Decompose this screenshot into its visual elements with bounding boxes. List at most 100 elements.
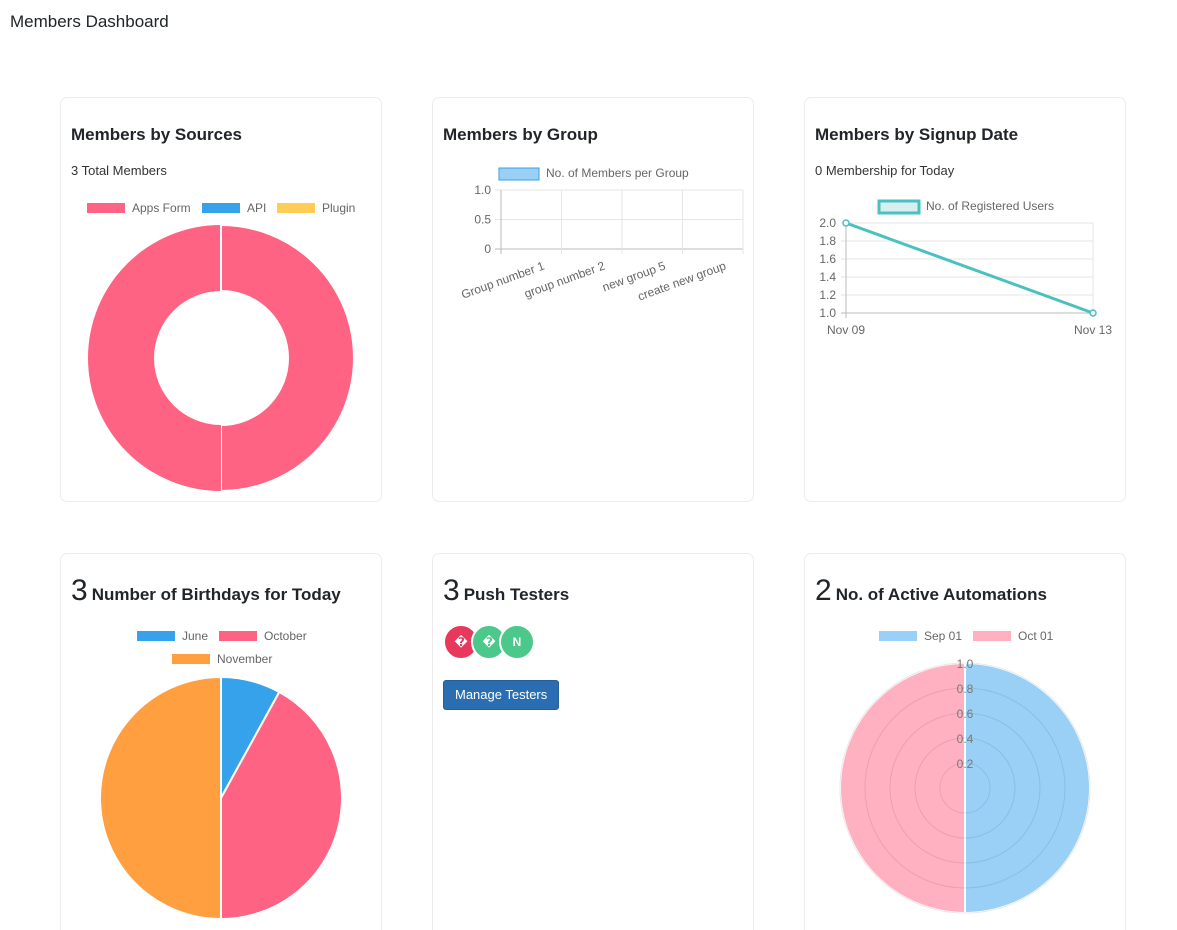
sources-title: Members by Sources	[71, 125, 243, 144]
sources-legend-api-swatch	[202, 203, 240, 213]
birthdays-legend-june-swatch	[137, 631, 175, 641]
sources-legend-apps-form-swatch	[87, 203, 125, 213]
signup-card: Members by Signup Date 0 Membership for …	[804, 97, 1126, 502]
signup-x-tick-1: Nov 13	[1074, 323, 1112, 337]
automations-ring-3	[914, 737, 1016, 839]
automations-r-tick-0: 1.0	[957, 657, 974, 671]
tester-avatars: � � N	[443, 624, 563, 660]
sources-total: 3 Total Members	[71, 163, 167, 178]
automations-heading: 2 No. of Active Automations	[815, 574, 1047, 608]
groups-legend-members-label: No. of Members per Group	[546, 166, 689, 180]
automations-ring-4	[939, 762, 991, 814]
testers-title: Push Testers	[463, 585, 570, 604]
signup-today: 0 Membership for Today	[815, 163, 955, 178]
sources-legend-api-label: API	[247, 201, 266, 215]
signup-chart: No. of Registered Users 2.0 1.8 1.6 1.4 1.2 1…	[819, 199, 1112, 337]
signup-legend-registered-swatch	[877, 199, 921, 215]
groups-chart: No. of Members per Group 1.0 0.5 0 Group n…	[459, 166, 744, 304]
groups-y-ticks: 1.0 0.5 0	[474, 183, 491, 256]
signup-y-tick-1: 1.8	[819, 234, 836, 248]
birthdays-slices	[99, 675, 343, 921]
groups-y-tick-1: 0.5	[474, 213, 491, 227]
automations-ring-2	[889, 712, 1041, 864]
tester-avatar-1-initial: �	[454, 635, 468, 649]
automations-legend-oct-01-swatch	[973, 631, 1011, 641]
automations-legend: Sep 01 Oct 01	[879, 629, 1054, 643]
signup-x-ticks: Nov 09 Nov 13	[827, 323, 1112, 337]
tester-avatar-3[interactable]: N	[499, 624, 535, 660]
automations-legend-sep-01-swatch	[879, 631, 917, 641]
signup-title: Members by Signup Date	[815, 125, 1019, 144]
groups-y-tick-2: 0	[484, 242, 491, 256]
birthdays-title: Number of Birthdays for Today	[91, 585, 341, 604]
groups-title: Members by Group	[443, 125, 598, 144]
signup-y-tick-2: 1.6	[819, 252, 836, 266]
tester-avatar-2[interactable]: �	[471, 624, 507, 660]
sources-legend-apps-form-label: Apps Form	[132, 201, 191, 215]
sources-slice-apps-form	[220, 223, 355, 493]
birthdays-legend-november-label: November	[217, 652, 272, 666]
automations-ring-1	[864, 687, 1066, 889]
testers-card: 3 Push Testers � � N Manage Testers	[432, 553, 754, 930]
testers-count: 3	[443, 574, 460, 607]
signup-point-1	[1089, 309, 1097, 317]
birthdays-legend-october-label: October	[264, 629, 307, 643]
birthdays-legend: June October November	[137, 629, 307, 666]
tester-avatar-2-initial: �	[482, 635, 496, 649]
automations-r-tick-1: 0.8	[957, 682, 974, 696]
signup-grid	[841, 222, 1094, 318]
signup-x-tick-0: Nov 09	[827, 323, 865, 337]
signup-point-0	[842, 219, 850, 227]
automations-count: 2	[815, 574, 832, 607]
page-title: Members Dashboard	[10, 12, 169, 31]
birthdays-count: 3	[71, 574, 88, 607]
automations-chart: Sep 01 Oct 01 1.0 0.8 0.6 0.4 0.2	[839, 629, 1091, 915]
birthdays-card: 3 Number of Birthdays for Today June Octob…	[60, 553, 382, 930]
manage-testers-button[interactable]: Manage Testers	[443, 680, 560, 710]
signup-y-tick-4: 1.2	[819, 288, 836, 302]
birthdays-legend-june-label: June	[182, 629, 208, 643]
signup-line	[842, 219, 1097, 317]
sources-chart: Apps Form API Plugin	[87, 201, 355, 493]
automations-card: 2 No. of Active Automations Sep 01 Oct 01 …	[804, 553, 1126, 930]
birthdays-heading: 3 Number of Birthdays for Today	[71, 574, 341, 608]
signup-y-tick-3: 1.4	[819, 270, 836, 284]
groups-legend-members-swatch	[498, 167, 540, 181]
groups-legend: No. of Members per Group	[498, 166, 689, 181]
birthdays-legend-october-swatch	[219, 631, 257, 641]
automations-ring-0	[839, 662, 1091, 914]
automations-title: No. of Active Automations	[835, 585, 1047, 604]
automations-slice-oct-01	[839, 661, 966, 915]
birthdays-slice-october	[220, 690, 343, 921]
automations-r-ticks: 1.0 0.8 0.6 0.4 0.2	[957, 657, 974, 771]
automations-r-tick-4: 0.2	[957, 757, 974, 771]
groups-grid	[495, 189, 744, 254]
sources-legend: Apps Form API Plugin	[87, 201, 355, 215]
automations-grid	[839, 662, 1091, 914]
testers-heading: 3 Push Testers	[443, 574, 569, 608]
signup-y-tick-0: 2.0	[819, 216, 836, 230]
groups-y-tick-0: 1.0	[474, 183, 491, 197]
automations-slices	[839, 661, 1091, 915]
birthdays-chart: June October November	[99, 629, 343, 921]
automations-legend-sep-01-label: Sep 01	[924, 629, 962, 643]
birthdays-slice-november	[99, 675, 222, 921]
signup-legend: No. of Registered Users	[877, 199, 1054, 215]
signup-y-ticks: 2.0 1.8 1.6 1.4 1.2 1.0	[819, 216, 836, 320]
sources-card: Members by Sources 3 Total Members Apps …	[60, 97, 382, 502]
signup-y-tick-5: 1.0	[819, 306, 836, 320]
sources-legend-plugin-swatch	[277, 203, 315, 213]
tester-avatar-3-initial: N	[512, 635, 522, 649]
groups-card: Members by Group No. of Members per Grou…	[432, 97, 754, 502]
sources-slices	[87, 223, 355, 493]
birthdays-legend-november-swatch	[172, 654, 210, 664]
sources-legend-plugin-label: Plugin	[322, 201, 355, 215]
signup-legend-registered-label: No. of Registered Users	[926, 199, 1054, 213]
automations-r-tick-3: 0.4	[957, 732, 974, 746]
automations-legend-oct-01-label: Oct 01	[1018, 629, 1054, 643]
automations-r-tick-2: 0.6	[957, 707, 974, 721]
signup-series-line	[845, 221, 1094, 315]
sources-slice-apps-form-b	[87, 225, 221, 491]
automations-slice-sep-01	[964, 661, 1091, 915]
